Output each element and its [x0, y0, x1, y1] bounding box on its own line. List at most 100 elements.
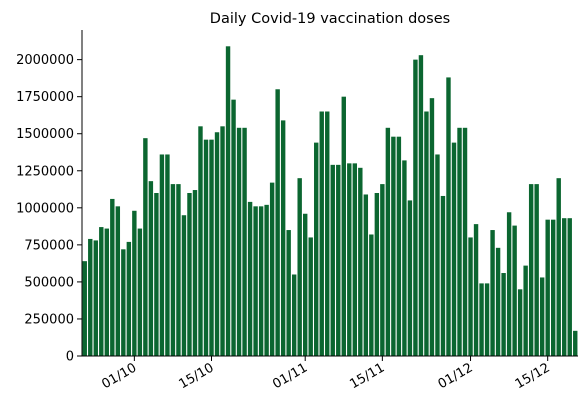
bar-77 — [506, 212, 512, 356]
bar-64 — [435, 154, 440, 356]
bar-25 — [220, 126, 225, 356]
bar-11 — [143, 138, 148, 356]
bar-87 — [562, 218, 567, 356]
bar-41 — [308, 237, 313, 356]
x-tick-label-2: 01/11 — [270, 360, 310, 392]
bar-29 — [242, 127, 247, 356]
bar-79 — [517, 289, 523, 356]
bar-4 — [104, 228, 110, 356]
bar-32 — [258, 206, 264, 356]
bar-46 — [336, 164, 341, 356]
bar-24 — [214, 132, 220, 356]
bar-51 — [363, 194, 369, 356]
bar-88 — [567, 218, 572, 356]
bar-60 — [413, 59, 418, 356]
bar-0 — [82, 261, 87, 356]
bar-38 — [291, 274, 297, 356]
bar-53 — [374, 193, 380, 356]
bar-67 — [451, 142, 457, 356]
bar-65 — [440, 195, 446, 356]
x-tick-label-3: 15/11 — [347, 360, 387, 392]
bar-39 — [297, 178, 302, 356]
y-tick-label-8: 2000000 — [16, 53, 74, 68]
bar-66 — [446, 77, 451, 357]
bar-13 — [154, 193, 159, 356]
bar-52 — [369, 234, 374, 356]
y-tick-label-6: 1500000 — [16, 127, 74, 142]
bar-74 — [490, 230, 495, 356]
bar-7 — [121, 249, 126, 356]
bar-62 — [424, 111, 429, 356]
bar-89 — [573, 330, 578, 356]
bar-15 — [165, 154, 170, 356]
bar-63 — [429, 98, 435, 356]
bar-69 — [462, 127, 468, 356]
y-tick-label-5: 1250000 — [16, 164, 74, 179]
x-tick-label-1: 15/10 — [177, 360, 217, 392]
y-tick-label-4: 1000000 — [16, 201, 74, 216]
bar-2 — [93, 240, 98, 356]
bar-70 — [468, 237, 473, 356]
y-tick-label-3: 750000 — [24, 238, 74, 253]
bar-59 — [407, 200, 413, 356]
bar-56 — [391, 136, 396, 356]
x-tick-label-0: 01/10 — [99, 360, 139, 392]
bar-31 — [253, 206, 258, 356]
bars-group — [82, 46, 578, 357]
bar-22 — [203, 139, 209, 356]
bar-18 — [181, 215, 187, 356]
bar-61 — [418, 55, 424, 356]
x-tick-label-4: 01/12 — [436, 360, 476, 392]
bar-35 — [275, 89, 280, 357]
chart-title: Daily Covid-19 vaccination doses — [210, 11, 450, 27]
bar-30 — [247, 201, 253, 356]
bar-49 — [352, 163, 358, 356]
bar-45 — [330, 164, 335, 356]
bar-8 — [126, 241, 132, 356]
bar-80 — [523, 265, 528, 356]
bar-26 — [225, 46, 231, 357]
bar-57 — [396, 136, 402, 356]
bar-68 — [457, 127, 462, 356]
bar-16 — [170, 184, 176, 356]
bar-50 — [358, 167, 363, 356]
bar-82 — [534, 184, 539, 356]
bar-36 — [280, 120, 286, 356]
bar-72 — [479, 283, 484, 356]
bar-20 — [192, 190, 198, 356]
bar-3 — [99, 227, 104, 356]
bar-86 — [556, 178, 561, 356]
bar-34 — [269, 182, 275, 356]
bar-73 — [484, 283, 490, 356]
y-axis: 0 250000 500000 750000 1000000 1250000 1500000… — [16, 53, 82, 365]
bar-9 — [132, 210, 137, 356]
bar-78 — [512, 225, 517, 356]
bar-42 — [314, 142, 319, 356]
bar-83 — [539, 277, 545, 356]
bar-37 — [286, 230, 291, 356]
bar-23 — [209, 139, 214, 356]
bar-55 — [385, 127, 391, 356]
bar-6 — [115, 206, 121, 356]
bar-58 — [402, 160, 407, 356]
bar-33 — [264, 204, 269, 356]
bar-76 — [501, 273, 506, 356]
bar-71 — [473, 224, 479, 356]
bar-75 — [495, 247, 501, 356]
bar-1 — [88, 238, 93, 356]
x-axis: 01/10 15/10 01/11 15/11 01/12 15/12 — [99, 356, 553, 392]
bar-12 — [148, 181, 154, 356]
bar-17 — [176, 184, 181, 356]
bar-47 — [341, 96, 346, 357]
bar-21 — [198, 126, 203, 356]
y-tick-label-0: 0 — [66, 350, 74, 365]
bar-40 — [303, 213, 308, 356]
bar-54 — [380, 184, 385, 356]
y-tick-label-7: 1750000 — [16, 90, 74, 105]
bar-44 — [325, 111, 330, 356]
y-tick-label-1: 250000 — [24, 312, 74, 327]
bar-19 — [187, 193, 192, 356]
bar-84 — [545, 219, 550, 356]
bar-5 — [110, 198, 115, 356]
